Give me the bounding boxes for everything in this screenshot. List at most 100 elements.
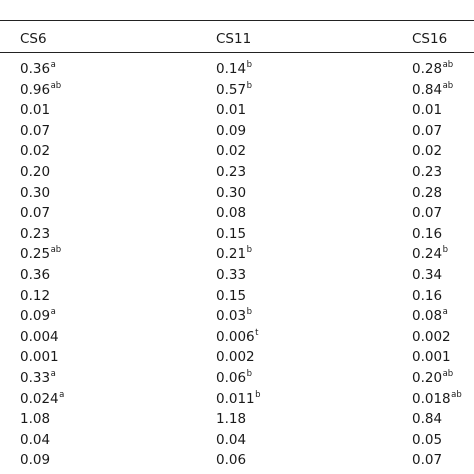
table-cell-cs11: 0.011b <box>216 389 261 411</box>
table-cell-cs16: 0.34 <box>412 265 442 285</box>
table-cell-cs11: 0.08 <box>216 203 246 223</box>
table-cell-cs6: 0.09a <box>20 306 56 328</box>
table-cell-cs16: 0.08a <box>412 306 448 328</box>
table-cell-cs16: 0.28ab <box>412 59 453 81</box>
significance-superscript: ab <box>451 389 462 400</box>
cell-value: 0.07 <box>412 122 443 139</box>
cell-value: 0.002 <box>216 349 255 366</box>
cell-value: 0.20 <box>412 369 443 386</box>
significance-superscript: b <box>255 389 261 400</box>
table-row: 0.04 0.04 0.05 <box>0 430 474 451</box>
cell-value: 0.24 <box>412 246 443 263</box>
table-cell-cs11: 0.14b <box>216 59 252 81</box>
significance-superscript: b <box>246 80 252 91</box>
table-cell-cs11: 0.02 <box>216 141 246 161</box>
table-cell-cs6: 0.96ab <box>20 80 61 102</box>
cell-value: 0.28 <box>412 184 443 201</box>
significance-superscript: a <box>50 368 56 379</box>
cell-value: 0.09 <box>216 122 247 139</box>
cell-value: 0.01 <box>216 102 247 119</box>
table-cell-cs16: 0.07 <box>412 121 442 141</box>
table-row: 0.004 0.006t 0.002 <box>0 327 474 348</box>
cell-value: 0.06 <box>216 452 247 469</box>
cell-value: 0.33 <box>20 369 51 386</box>
table-cell-cs6: 0.04 <box>20 430 50 450</box>
table-row: 0.09a 0.03b 0.08a <box>0 306 474 327</box>
cell-value: 0.36 <box>20 266 51 283</box>
table-cell-cs16: 0.16 <box>412 224 442 244</box>
cell-value: 0.04 <box>20 431 51 448</box>
cell-value: 0.08 <box>216 205 247 222</box>
table-cell-cs11: 0.01 <box>216 100 246 120</box>
table-cell-cs6: 0.30 <box>20 183 50 203</box>
table-cell-cs6: 0.07 <box>20 203 50 223</box>
table-cell-cs6: 0.001 <box>20 347 59 367</box>
table-cell-cs6: 0.36 <box>20 265 50 285</box>
table-cell-cs16: 0.001 <box>412 347 451 367</box>
table-cell-cs6: 0.024a <box>20 389 64 411</box>
table-cell-cs11: 0.57b <box>216 80 252 102</box>
significance-superscript: b <box>246 368 252 379</box>
significance-superscript: b <box>246 245 252 256</box>
cell-value: 0.07 <box>20 205 51 222</box>
table-cell-cs11: 0.006t <box>216 327 259 349</box>
cell-value: 0.07 <box>412 205 443 222</box>
table-body: 0.36a 0.14b 0.28ab 0.96ab 0.57b 0.84ab 0.01 0.0… <box>0 59 474 471</box>
table-cell-cs11: 0.002 <box>216 347 255 367</box>
table-cell-cs11: 0.06 <box>216 450 246 470</box>
table-row: 0.96ab 0.57b 0.84ab <box>0 80 474 101</box>
cell-value: 0.33 <box>216 266 247 283</box>
cell-value: 0.30 <box>216 184 247 201</box>
table-cell-cs6: 0.36a <box>20 59 56 81</box>
table-cell-cs11: 0.15 <box>216 224 246 244</box>
table-cell-cs16: 0.01 <box>412 100 442 120</box>
table-cell-cs11: 1.18 <box>216 409 246 429</box>
significance-superscript: a <box>50 307 56 318</box>
table-cell-cs6: 0.004 <box>20 327 59 347</box>
table-row: 0.33a 0.06b 0.20ab <box>0 368 474 389</box>
significance-superscript: b <box>246 60 252 70</box>
significance-superscript: a <box>59 389 65 400</box>
table-row: 0.09 0.06 0.07 <box>0 450 474 471</box>
cell-value: 0.08 <box>412 308 443 325</box>
table-cell-cs11: 0.15 <box>216 286 246 306</box>
cell-value: 0.30 <box>20 184 51 201</box>
cell-value: 0.006 <box>216 328 255 345</box>
table-cell-cs11: 0.06b <box>216 368 252 390</box>
significance-superscript: ab <box>442 80 454 91</box>
table-cell-cs6: 0.01 <box>20 100 50 120</box>
table-row: 0.12 0.15 0.16 <box>0 286 474 307</box>
cell-value: 0.16 <box>412 225 443 242</box>
cell-value: 0.02 <box>20 143 51 160</box>
cell-value: 0.001 <box>20 349 59 366</box>
table-row: 0.36a 0.14b 0.28ab <box>0 59 474 80</box>
cell-value: 0.12 <box>20 287 51 304</box>
cell-value: 0.09 <box>20 308 51 325</box>
cell-value: 0.57 <box>216 81 247 98</box>
table-cell-cs11: 0.30 <box>216 183 246 203</box>
table-cell-cs6: 0.25ab <box>20 244 61 266</box>
significance-superscript: ab <box>50 245 62 256</box>
table-cell-cs16: 0.24b <box>412 244 448 266</box>
table-cell-cs16: 0.05 <box>412 430 442 450</box>
cell-value: 0.23 <box>216 163 247 180</box>
table-cell-cs11: 0.09 <box>216 121 246 141</box>
table-cell-cs16: 0.07 <box>412 203 442 223</box>
table-cell-cs16: 0.02 <box>412 141 442 161</box>
cell-value: 0.07 <box>20 122 51 139</box>
cell-value: 0.16 <box>412 287 443 304</box>
table-cell-cs6: 0.07 <box>20 121 50 141</box>
cell-value: 1.08 <box>20 411 51 428</box>
cell-value: 0.23 <box>20 225 51 242</box>
table-cell-cs11: 0.23 <box>216 162 246 182</box>
significance-superscript: ab <box>442 368 454 379</box>
cell-value: 0.07 <box>412 452 443 469</box>
table-row: 0.001 0.002 0.001 <box>0 347 474 368</box>
cell-value: 0.34 <box>412 266 443 283</box>
table-header-row: CS6 CS11 CS16 <box>0 29 474 49</box>
cell-value: 0.15 <box>216 287 247 304</box>
table-cell-cs16: 0.84 <box>412 409 442 429</box>
table-cell-cs6: 0.02 <box>20 141 50 161</box>
cell-value: 0.25 <box>20 246 51 263</box>
significance-superscript: a <box>442 307 448 318</box>
